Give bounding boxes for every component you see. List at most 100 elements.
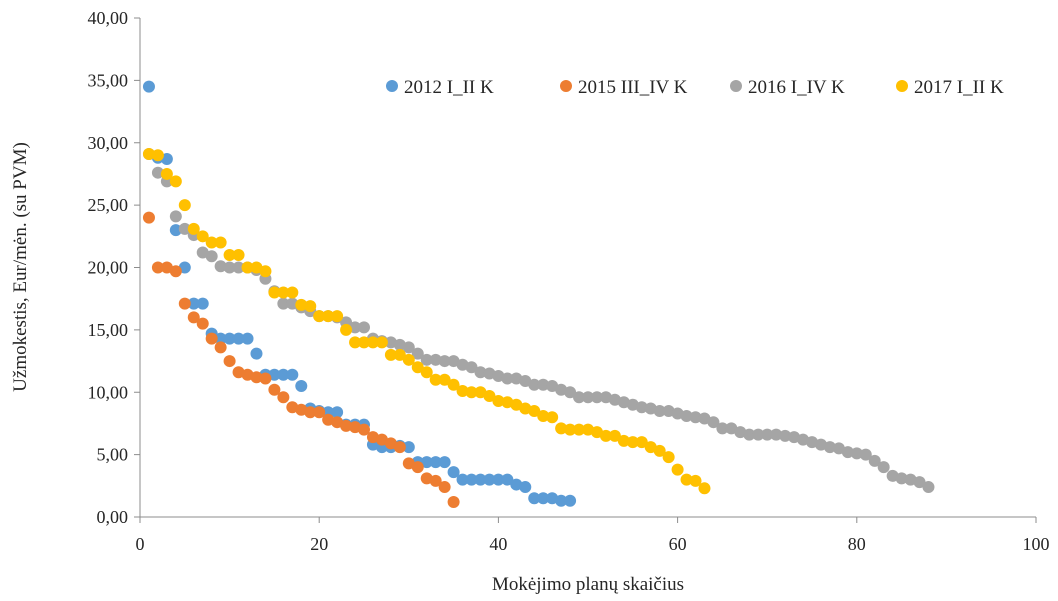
data-point xyxy=(438,355,451,368)
y-tick-label: 20,00 xyxy=(88,258,129,278)
data-point xyxy=(250,347,263,360)
data-point xyxy=(537,378,550,391)
x-tick-label: 80 xyxy=(848,534,866,554)
data-point xyxy=(277,368,290,381)
data-point xyxy=(716,422,729,435)
data-point xyxy=(743,428,756,441)
data-point xyxy=(322,310,335,323)
data-point xyxy=(277,391,290,404)
legend-label: 2017 I_II K xyxy=(914,77,1004,98)
legend-item: 2017 I_II K xyxy=(896,77,1004,98)
data-point xyxy=(214,236,227,249)
data-point xyxy=(196,230,209,243)
data-point xyxy=(402,457,415,470)
data-point xyxy=(241,332,254,345)
data-point xyxy=(223,332,236,345)
data-point xyxy=(537,409,550,422)
data-point xyxy=(474,386,487,399)
x-tick-label: 40 xyxy=(489,534,507,554)
data-point xyxy=(187,311,200,324)
data-point xyxy=(841,446,854,459)
data-point xyxy=(214,332,227,345)
data-point xyxy=(160,152,173,165)
data-point xyxy=(178,261,191,274)
x-axis-title: Mokėjimo planų skaičius xyxy=(492,574,684,595)
data-point xyxy=(402,353,415,366)
y-tick-label: 0,00 xyxy=(97,507,129,527)
data-point xyxy=(151,166,164,179)
data-point xyxy=(877,461,890,474)
data-point xyxy=(429,474,442,487)
data-point xyxy=(519,481,532,494)
data-point xyxy=(205,236,218,249)
series-2-points xyxy=(142,211,460,509)
data-point xyxy=(169,210,182,223)
data-point xyxy=(259,372,272,385)
data-point xyxy=(465,361,478,374)
y-tick-label: 10,00 xyxy=(88,382,129,402)
data-point xyxy=(823,441,836,454)
series-4-points xyxy=(142,147,711,495)
data-point xyxy=(187,222,200,235)
data-point xyxy=(564,423,577,436)
data-point xyxy=(304,406,317,419)
data-point xyxy=(420,353,433,366)
data-point xyxy=(268,383,281,396)
data-point xyxy=(232,332,245,345)
data-point xyxy=(286,368,299,381)
data-point xyxy=(205,250,218,263)
legend-label: 2016 I_IV K xyxy=(748,77,845,98)
data-point xyxy=(313,406,326,419)
data-point xyxy=(241,261,254,274)
data-point xyxy=(868,454,881,467)
data-point xyxy=(205,332,218,345)
data-point xyxy=(393,348,406,361)
data-point xyxy=(250,371,263,384)
data-point xyxy=(178,222,191,235)
data-point xyxy=(483,473,496,486)
data-point xyxy=(142,147,155,160)
data-point xyxy=(142,80,155,93)
data-point xyxy=(501,473,514,486)
data-point xyxy=(340,419,353,432)
data-point xyxy=(375,433,388,446)
x-axis-ticks: 0 20 40 60 80 100 xyxy=(136,517,1050,554)
data-point xyxy=(832,442,845,455)
data-point xyxy=(187,297,200,310)
data-point xyxy=(913,476,926,489)
data-point xyxy=(358,321,370,334)
data-point xyxy=(331,310,344,323)
data-point xyxy=(698,482,711,495)
data-point xyxy=(286,297,299,310)
data-point xyxy=(608,429,621,442)
data-point xyxy=(277,286,290,299)
data-point xyxy=(859,448,872,461)
data-point xyxy=(286,286,299,299)
data-point xyxy=(456,385,469,398)
data-point xyxy=(501,372,514,385)
data-point xyxy=(465,386,478,399)
data-point xyxy=(492,394,505,407)
data-point xyxy=(438,456,451,469)
data-point xyxy=(340,323,353,336)
data-point xyxy=(474,366,487,379)
data-point xyxy=(178,297,191,310)
data-point xyxy=(438,373,451,386)
x-tick-label: 20 xyxy=(310,534,328,554)
data-point xyxy=(779,429,792,442)
data-point xyxy=(358,423,370,436)
data-point xyxy=(447,496,460,509)
data-point xyxy=(582,391,594,404)
data-point xyxy=(196,297,209,310)
data-point xyxy=(698,412,711,425)
data-point xyxy=(519,375,532,388)
data-point xyxy=(573,423,586,436)
data-point xyxy=(671,463,684,476)
y-axis-title: Užmokestis, Eur/mėn. (su PVM) xyxy=(10,142,31,392)
data-point xyxy=(922,481,935,494)
data-point xyxy=(626,436,639,449)
data-points xyxy=(142,80,935,509)
y-tick-label: 25,00 xyxy=(88,195,129,215)
data-point xyxy=(366,336,379,349)
legend-item: 2016 I_IV K xyxy=(730,77,845,98)
